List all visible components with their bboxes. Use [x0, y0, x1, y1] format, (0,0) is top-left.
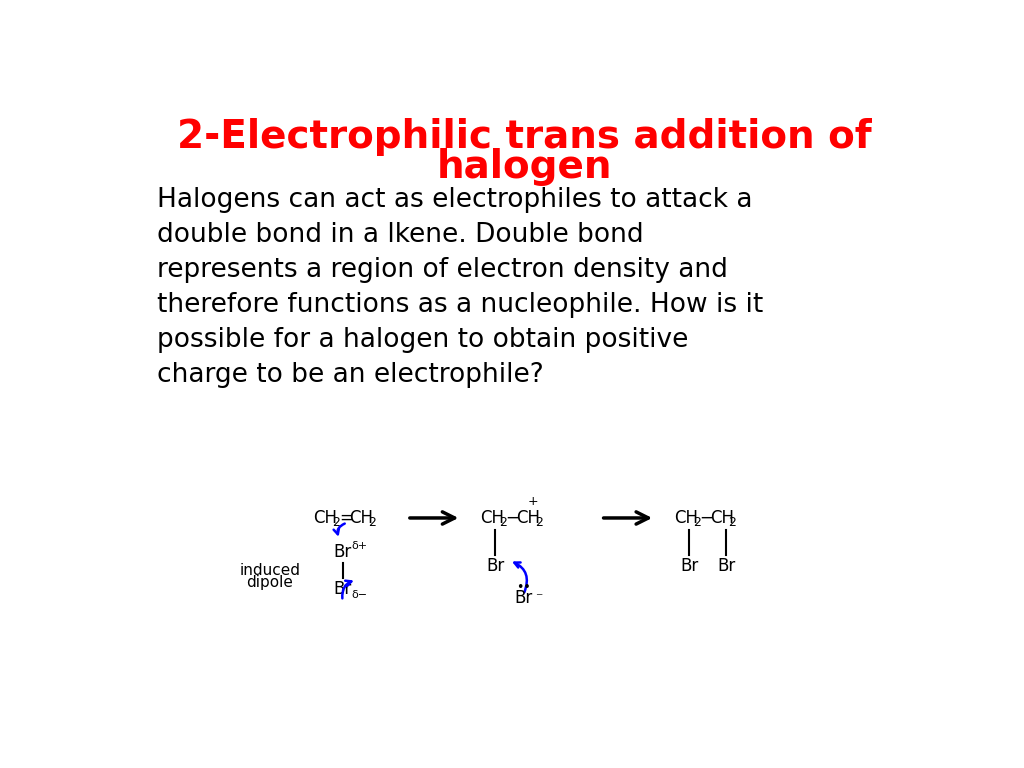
Text: CH: CH: [710, 509, 733, 527]
Text: dipole: dipole: [247, 575, 293, 590]
Text: Br: Br: [486, 557, 505, 574]
Text: ⁻: ⁻: [536, 591, 543, 605]
Text: induced: induced: [240, 563, 300, 578]
Text: halogen: halogen: [437, 148, 612, 187]
Text: CH: CH: [480, 509, 504, 527]
Text: CH: CH: [313, 509, 338, 527]
Text: Br: Br: [717, 557, 735, 574]
Text: 2-Electrophilic trans addition of: 2-Electrophilic trans addition of: [177, 118, 872, 156]
Text: CH: CH: [674, 509, 698, 527]
Text: CH: CH: [349, 509, 374, 527]
Text: Br: Br: [334, 580, 352, 598]
Text: Halogens can act as electrophiles to attack a
double bond in a lkene. Double bon: Halogens can act as electrophiles to att…: [158, 187, 764, 388]
Text: CH: CH: [516, 509, 540, 527]
Text: Br: Br: [514, 589, 532, 607]
Text: −: −: [699, 509, 713, 527]
Text: +: +: [527, 495, 538, 508]
Text: ••: ••: [516, 581, 530, 594]
Text: −: −: [506, 509, 519, 527]
Text: 2: 2: [333, 516, 340, 529]
Text: δ−: δ−: [351, 590, 368, 600]
Text: 2: 2: [369, 516, 376, 529]
Text: 2: 2: [499, 516, 507, 529]
Text: Br: Br: [334, 543, 352, 561]
Text: =: =: [339, 509, 352, 527]
Text: 2: 2: [728, 516, 736, 529]
Text: Br: Br: [680, 557, 698, 574]
Text: 2: 2: [693, 516, 700, 529]
Text: δ+: δ+: [351, 541, 368, 551]
Text: 2: 2: [535, 516, 543, 529]
